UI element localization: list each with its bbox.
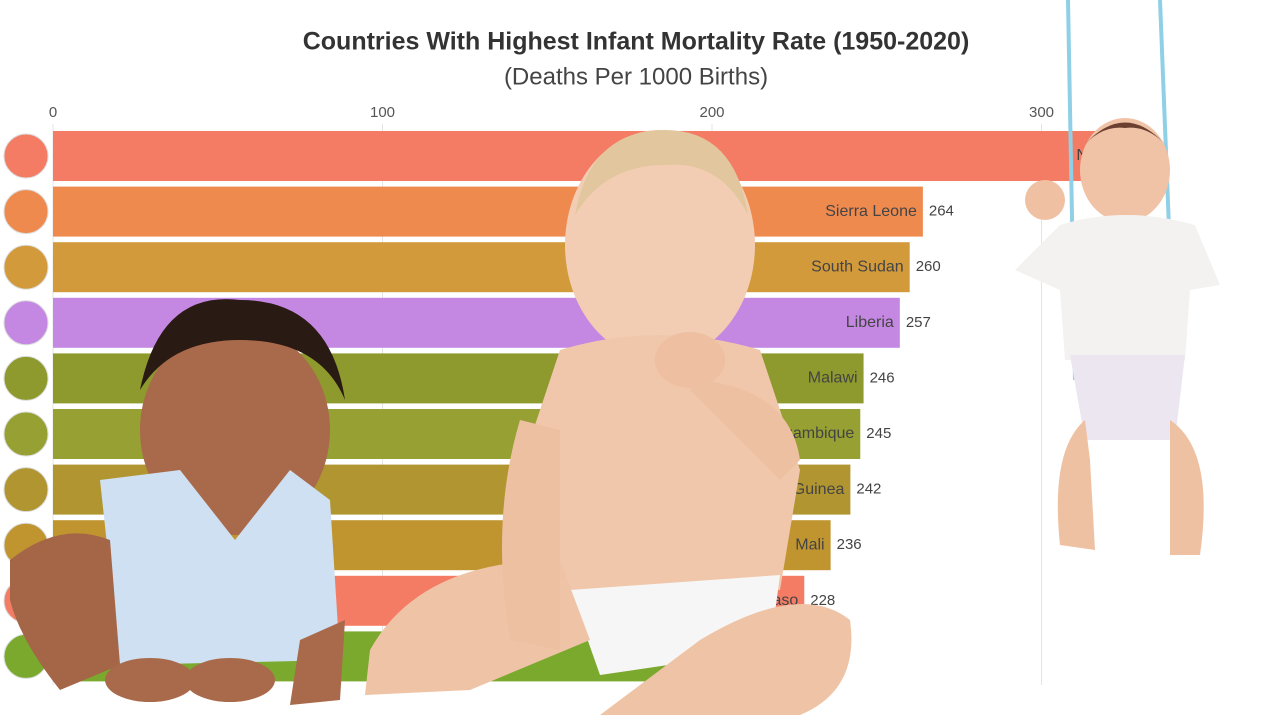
bar [53,186,923,237]
value-label: 264 [929,203,954,220]
category-label: Liberia [846,314,894,331]
chart-subtitle: (Deaths Per 1000 Births) [504,63,768,90]
category-label: Malawi [808,370,858,387]
baby-body [1015,215,1220,360]
baby-hair [575,130,748,215]
baby-hair [1080,122,1170,150]
value-label: 242 [856,481,881,498]
category-label: Guinea [793,481,845,498]
baby-hand [1025,180,1065,220]
value-label: 257 [906,314,931,331]
baby-shirt [100,470,340,665]
baby-arm [290,620,345,705]
baby-hand [655,332,725,388]
x-tick-label: 200 [699,104,724,121]
baby-hand [185,658,275,702]
baby-leg [600,604,852,715]
baby-head [565,130,755,360]
category-label: South Sudan [811,258,904,275]
chart-title: Countries With Highest Infant Mortality … [303,28,970,56]
baby-hair [140,299,345,400]
value-label: 260 [916,258,941,275]
baby-hand [105,658,195,702]
flag-icon [3,300,49,346]
category-label: Mali [795,536,824,553]
value-label: 245 [866,425,891,442]
x-tick-label: 0 [49,104,57,121]
baby-legs [1057,420,1204,555]
flag-icon [3,467,49,513]
flag-icon [3,133,49,179]
value-label: 236 [837,536,862,553]
flag-icon [3,244,49,290]
baby-arm [502,420,560,650]
diaper [1070,355,1185,440]
bar [53,242,910,293]
baby-arm [10,533,120,690]
value-label: 228 [810,592,835,609]
baby-arm [690,380,800,480]
x-tick-label: 100 [370,104,395,121]
x-tick-label: 300 [1029,104,1054,121]
category-label: Sierra Leone [825,203,917,220]
flag-icon [3,189,49,235]
flag-icon [3,355,49,401]
baby-body [520,335,800,600]
photo-overlay [10,0,1220,715]
baby-head [1080,118,1170,222]
flag-icon [3,411,49,457]
value-label: 246 [870,369,895,386]
